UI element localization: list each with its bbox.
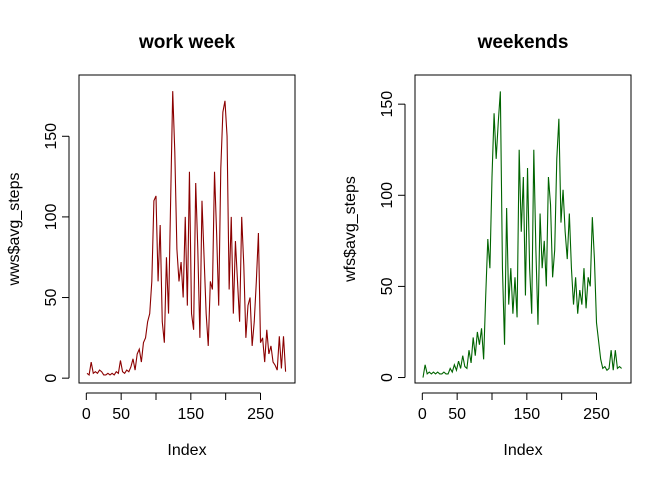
y-tick-label: 50 [379,277,396,295]
y-axis-label: wws$avg_steps [6,173,23,287]
x-tick-label: 0 [82,406,91,423]
x-tick-label: 150 [513,406,540,423]
data-line [86,91,287,376]
y-tick-label: 100 [379,182,396,209]
y-tick-label: 0 [43,374,60,383]
x-tick-label: 250 [247,406,274,423]
panel: work week Index wws$avg_steps 0 50 150 250 0 50 1… [6,32,296,459]
plot-box [78,74,296,384]
y-axis-label: wfs$avg_steps [342,176,359,283]
plot-box [414,74,632,384]
x-tick-label: 50 [448,406,466,423]
chart-title: work week [138,32,236,53]
x-tick-label: 150 [177,406,204,423]
chart-title: weekends [477,32,569,53]
y-tick-label: 150 [43,123,60,150]
x-axis-label: Index [503,442,542,459]
y-tick-label: 100 [43,203,60,230]
data-line [422,91,622,378]
panel: weekends Index wfs$avg_steps 0 50 150 250 0 50 10… [342,32,632,459]
x-tick-label: 50 [112,406,130,423]
y-tick-label: 150 [379,91,396,118]
x-tick-label: 0 [418,406,427,423]
y-tick-label: 0 [379,373,396,382]
x-tick-label: 250 [583,406,610,423]
y-tick-label: 50 [43,289,60,307]
x-axis-label: Index [167,442,206,459]
